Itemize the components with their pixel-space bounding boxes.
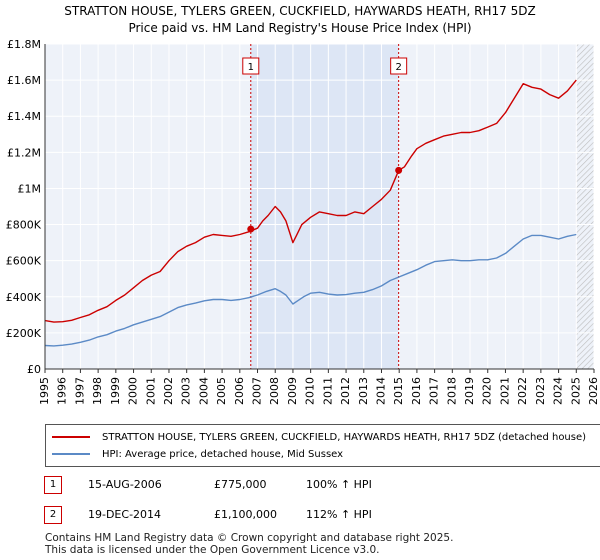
sale-label: 1 bbox=[248, 62, 254, 73]
x-tick-label: 2000 bbox=[127, 377, 140, 405]
forecast-hatch bbox=[576, 44, 594, 369]
legend: STRATTON HOUSE, TYLERS GREEN, CUCKFIELD,… bbox=[45, 424, 600, 467]
x-tick-label: 2009 bbox=[286, 377, 299, 405]
x-tick-label: 2003 bbox=[180, 377, 193, 405]
y-tick-label: £200K bbox=[6, 327, 42, 340]
x-tick-label: 2016 bbox=[410, 377, 423, 405]
x-tick-label: 1998 bbox=[91, 377, 104, 405]
sale-label-box bbox=[390, 57, 408, 75]
y-tick-label: £1.8M bbox=[7, 38, 41, 51]
x-tick-label: 2020 bbox=[481, 377, 494, 405]
x-tick-label: 2023 bbox=[534, 377, 547, 405]
x-tick-label: 2019 bbox=[463, 377, 476, 405]
transaction-price: £1,100,000 bbox=[214, 508, 277, 521]
x-tick-label: 2025 bbox=[569, 377, 582, 405]
x-tick-label: 2005 bbox=[215, 377, 228, 405]
transaction-hpi: 112% ↑ HPI bbox=[306, 508, 372, 521]
x-tick-label: 2008 bbox=[268, 377, 281, 405]
transaction-marker: 1 bbox=[44, 476, 62, 494]
x-tick-label: 2013 bbox=[357, 377, 370, 405]
legend-label-hpi: HPI: Average price, detached house, Mid … bbox=[102, 448, 344, 460]
y-tick-label: £800K bbox=[6, 219, 42, 232]
legend-swatch-hpi bbox=[52, 453, 90, 455]
x-tick-label: 1997 bbox=[73, 377, 86, 405]
ownership-span bbox=[250, 44, 399, 369]
x-tick-label: 1995 bbox=[38, 377, 51, 405]
price-chart: £0 £200K £400K £600K £800K £1M £1.2M £1.4M £1.6M… bbox=[6, 38, 600, 405]
x-tick-label: 2022 bbox=[516, 377, 529, 405]
footer-licence: This data is licensed under the Open Gov… bbox=[45, 544, 380, 556]
y-tick-label: £1.2M bbox=[7, 146, 41, 159]
x-tick-label: 2002 bbox=[162, 377, 175, 405]
x-tick-label: 2014 bbox=[374, 377, 387, 405]
sale-label-box bbox=[242, 57, 260, 75]
x-tick-label: 2026 bbox=[587, 377, 600, 405]
x-tick-label: 2015 bbox=[392, 377, 405, 405]
hpi-line bbox=[44, 233, 577, 347]
legend-label-property: STRATTON HOUSE, TYLERS GREEN, CUCKFIELD,… bbox=[102, 431, 587, 443]
y-tick-label: £400K bbox=[6, 291, 42, 304]
transaction-marker: 2 bbox=[44, 506, 62, 524]
x-tick-label: 2004 bbox=[197, 377, 210, 405]
x-tick-label: 2018 bbox=[445, 377, 458, 405]
y-tick-label: £1.4M bbox=[7, 110, 41, 123]
x-tick-label: 2010 bbox=[304, 377, 317, 405]
transaction-price: £775,000 bbox=[214, 478, 267, 491]
chart-subtitle: Price paid vs. HM Land Registry's House … bbox=[128, 21, 472, 35]
legend-item-property: STRATTON HOUSE, TYLERS GREEN, CUCKFIELD,… bbox=[52, 430, 586, 444]
property-price-line bbox=[44, 79, 577, 323]
y-tick-label: £0 bbox=[27, 363, 41, 376]
sale-point bbox=[247, 225, 255, 233]
transaction-date: 15-AUG-2006 bbox=[88, 478, 162, 491]
y-tick-label: £1.6M bbox=[7, 74, 41, 87]
x-tick-label: 2017 bbox=[428, 377, 441, 405]
chart-title: STRATTON HOUSE, TYLERS GREEN, CUCKFIELD,… bbox=[64, 4, 536, 18]
x-tick-label: 2012 bbox=[339, 377, 352, 405]
x-tick-label: 2011 bbox=[321, 377, 334, 405]
sale-point bbox=[395, 166, 403, 174]
y-tick-label: £600K bbox=[6, 255, 42, 268]
x-tick-label: 2006 bbox=[233, 377, 246, 405]
legend-swatch-property bbox=[52, 436, 90, 438]
x-tick-label: 1996 bbox=[56, 377, 69, 405]
transaction-hpi: 100% ↑ HPI bbox=[306, 478, 372, 491]
x-tick-label: 2007 bbox=[251, 377, 264, 405]
legend-item-hpi: HPI: Average price, detached house, Mid … bbox=[52, 447, 343, 461]
sale-label: 2 bbox=[395, 62, 401, 73]
footer-copyright: Contains HM Land Registry data © Crown c… bbox=[45, 532, 454, 544]
x-tick-label: 2024 bbox=[552, 377, 565, 405]
x-tick-label: 1999 bbox=[109, 377, 122, 405]
transaction-date: 19-DEC-2014 bbox=[88, 508, 162, 521]
x-tick-label: 2001 bbox=[144, 377, 157, 405]
x-tick-label: 2021 bbox=[498, 377, 511, 405]
y-tick-label: £1M bbox=[18, 182, 42, 195]
